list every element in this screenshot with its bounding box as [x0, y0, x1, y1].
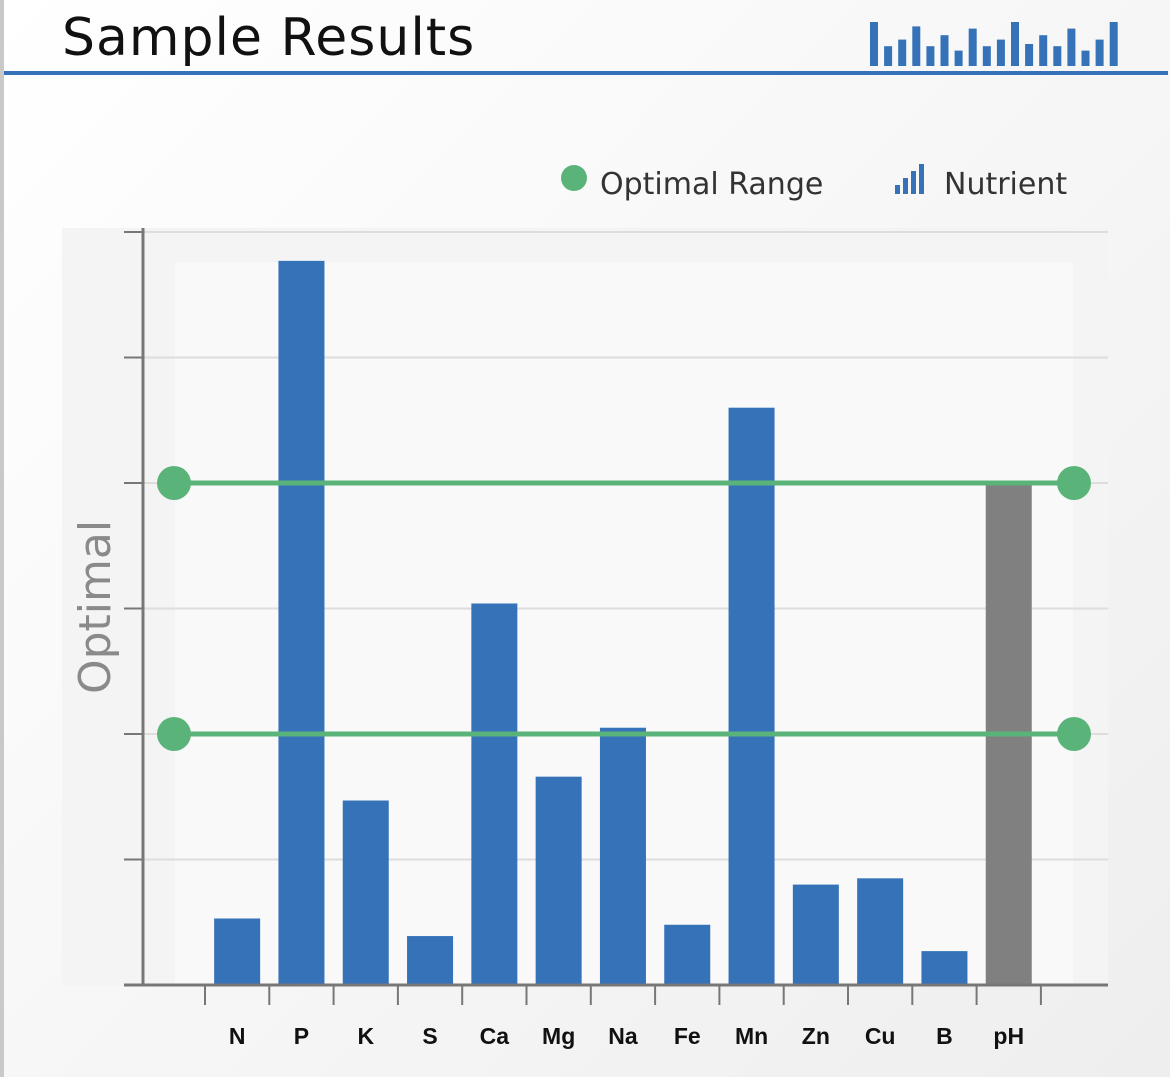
- logo-bar: [870, 22, 878, 66]
- bar-p: [278, 260, 325, 985]
- green-dot-icon: [561, 165, 587, 191]
- bar-s: [407, 936, 454, 985]
- legend-nutrient: Nutrient: [944, 167, 1067, 202]
- logo-bar: [940, 35, 949, 66]
- x-tick-label-mn: Mn: [735, 1023, 768, 1049]
- logo-bar: [1095, 39, 1104, 66]
- axes: [124, 228, 1108, 1005]
- bar-chart-logo-icon: [870, 22, 1118, 67]
- bar-ca: [471, 603, 518, 985]
- legend: Optimal Range Nutrient: [561, 164, 1067, 202]
- bar-zn: [792, 884, 839, 985]
- bar-n: [214, 918, 261, 985]
- x-tick-label-p: P: [294, 1023, 309, 1049]
- bar-mg: [535, 776, 582, 985]
- logo-bar: [898, 39, 907, 66]
- y-axis-label: Optimal: [70, 520, 121, 694]
- logo-bar: [926, 46, 935, 66]
- x-tick-label-na: Na: [608, 1023, 638, 1049]
- logo-bar: [996, 39, 1005, 66]
- x-tick-label-ca: Ca: [480, 1023, 510, 1049]
- logo-bar: [968, 28, 977, 67]
- x-tick-label-mg: Mg: [542, 1023, 575, 1049]
- optimal-range-lines: [157, 466, 1091, 751]
- logo-bar: [954, 50, 963, 66]
- bars: [214, 260, 1032, 985]
- logo-bar: [1039, 35, 1048, 66]
- bar-na: [599, 727, 646, 985]
- x-tick-label-zn: Zn: [802, 1023, 830, 1049]
- x-tick-label-b: B: [936, 1023, 953, 1049]
- x-tick-label-k: K: [357, 1023, 374, 1049]
- optimal-dot-left: [157, 466, 191, 500]
- x-tick-label-cu: Cu: [865, 1023, 896, 1049]
- header-divider: [4, 71, 1168, 75]
- x-tick-label-s: S: [422, 1023, 437, 1049]
- logo-bar: [912, 26, 921, 66]
- logo-bar: [1053, 46, 1062, 66]
- optimal-dot-right: [1057, 466, 1091, 500]
- logo-bar: [982, 46, 991, 66]
- bar-icon: [895, 164, 924, 194]
- bar-k: [342, 800, 389, 985]
- bar-mn: [728, 407, 775, 985]
- x-tick-label-n: N: [229, 1023, 246, 1049]
- bar-fe: [664, 924, 711, 985]
- x-tick-label-fe: Fe: [674, 1023, 701, 1049]
- logo-bar: [1011, 22, 1019, 66]
- page-title: Sample Results: [62, 8, 476, 68]
- bar-b: [921, 951, 968, 985]
- logo-bar: [1067, 28, 1076, 67]
- logo-bar: [884, 46, 893, 66]
- legend-optimal-range: Optimal Range: [600, 167, 823, 202]
- logo-bar: [1025, 44, 1034, 66]
- bar-cu: [857, 878, 904, 985]
- optimal-dot-left: [157, 717, 191, 751]
- logo-bar: [1109, 22, 1118, 66]
- optimal-dot-right: [1057, 717, 1091, 751]
- logo-bar: [1081, 50, 1090, 66]
- x-tick-label-ph: pH: [993, 1023, 1024, 1049]
